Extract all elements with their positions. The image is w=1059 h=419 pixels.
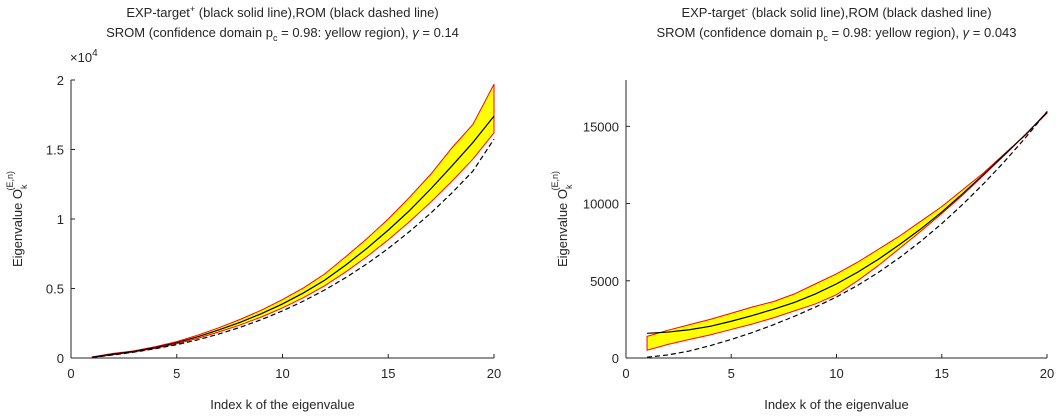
y-axis-label: Eigenvalue Ok (E,n) — [550, 171, 574, 267]
exp-target-line — [92, 115, 495, 358]
rom-dashed-line — [646, 111, 1048, 358]
y-tick-label: 0 — [612, 351, 619, 366]
x-axis-label: Index k of the eigenvalue — [764, 397, 909, 412]
x-tick-label: 10 — [829, 366, 843, 381]
y-tick-label: 1.5 — [46, 143, 64, 158]
y-label-subscript: k — [19, 184, 29, 189]
title-subscript: c — [273, 33, 278, 43]
y-tick-label: 2 — [57, 73, 64, 88]
y-label-text: Eigenvalue O — [555, 189, 570, 267]
chart-1: EXP-target+ (black solid line),ROM (blac… — [5, 4, 501, 412]
exponent-power: 4 — [92, 48, 98, 59]
x-tick-label: 20 — [1040, 366, 1054, 381]
y-exponent-label: ×104 — [70, 48, 98, 65]
chart-title-line-1: EXP-target- (black solid line),ROM (blac… — [681, 4, 991, 20]
x-tick-label: 15 — [935, 366, 949, 381]
x-tick-label: 0 — [622, 366, 629, 381]
x-tick-label: 15 — [381, 366, 395, 381]
y-tick-label: 0.5 — [46, 282, 64, 297]
x-tick-label: 5 — [173, 366, 180, 381]
exponent-base: ×10 — [70, 50, 92, 65]
confidence-region — [646, 110, 1048, 351]
y-tick-label: 15000 — [583, 119, 619, 134]
exp-target-line — [647, 112, 1048, 334]
title-text: EXP-target — [681, 5, 745, 20]
title-text: SROM (confidence domain p — [656, 25, 823, 40]
title-text: = 0.98: yellow region), — [278, 25, 413, 40]
title-superscript: - — [745, 4, 748, 14]
title-text: SROM (confidence domain p — [106, 25, 273, 40]
x-tick-label: 10 — [275, 366, 289, 381]
title-text: (black solid line),ROM (black dashed lin… — [748, 5, 991, 20]
confidence-region — [91, 83, 495, 359]
x-tick-label: 20 — [487, 366, 501, 381]
y-label-superscript: (E,n) — [5, 171, 15, 191]
rom-dashed-line — [92, 138, 495, 359]
chart-2: EXP-target- (black solid line),ROM (blac… — [550, 4, 1054, 412]
title-text: = 0.043 — [969, 25, 1016, 40]
y-tick-label: 5000 — [590, 274, 619, 289]
title-subscript: c — [823, 33, 828, 43]
chart-title-line-1: EXP-target+ (black solid line),ROM (blac… — [126, 4, 438, 20]
y-label-text: Eigenvalue O — [10, 189, 25, 267]
title-text: = 0.14 — [419, 25, 459, 40]
chart-title-line-2: SROM (confidence domain pc = 0.98: yello… — [106, 25, 459, 43]
x-tick-label: 0 — [67, 366, 74, 381]
y-tick-label: 0 — [57, 351, 64, 366]
y-axis-label: Eigenvalue Ok (E,n) — [5, 171, 29, 267]
title-text: = 0.98: yellow region), — [828, 25, 963, 40]
title-superscript: + — [190, 4, 195, 14]
gamma-symbol: γ — [963, 25, 971, 40]
y-label-superscript: (E,n) — [550, 171, 560, 191]
chart-title-line-2: SROM (confidence domain pc = 0.98: yello… — [656, 25, 1016, 43]
y-tick-label: 10000 — [583, 197, 619, 212]
x-axis-label: Index k of the eigenvalue — [210, 397, 355, 412]
y-label-subscript: k — [564, 184, 574, 189]
y-tick-label: 1 — [57, 212, 64, 227]
gamma-symbol: γ — [412, 25, 420, 40]
title-text: (black solid line),ROM (black dashed lin… — [195, 5, 438, 20]
title-text: EXP-target — [126, 5, 190, 20]
x-tick-label: 5 — [728, 366, 735, 381]
